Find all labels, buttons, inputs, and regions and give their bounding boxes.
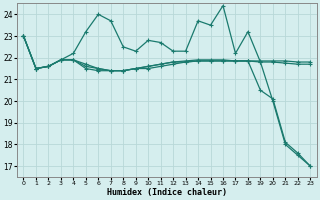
X-axis label: Humidex (Indice chaleur): Humidex (Indice chaleur) [107,188,227,197]
